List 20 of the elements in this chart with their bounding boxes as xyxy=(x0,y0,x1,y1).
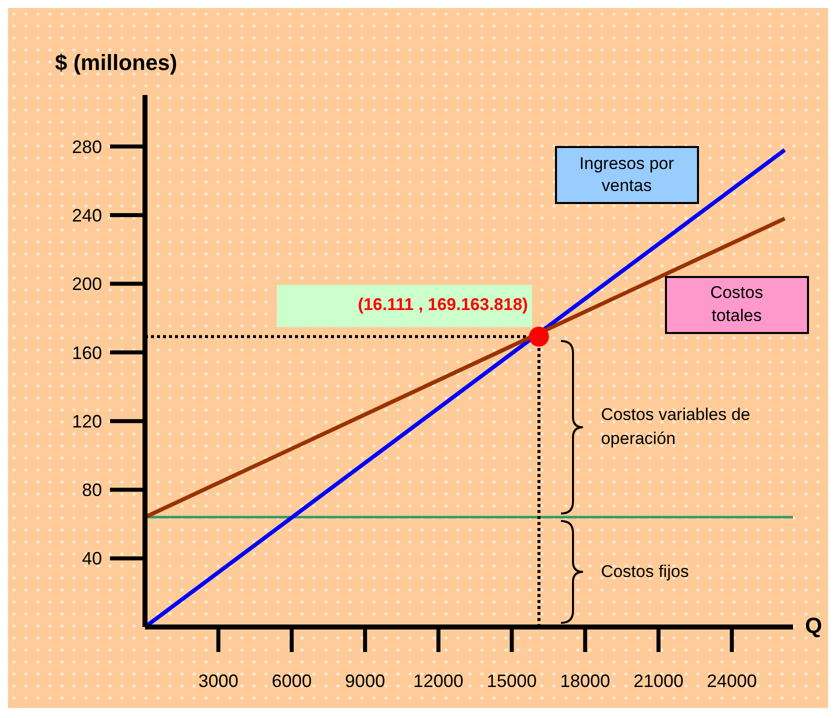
x-tick-label: 18000 xyxy=(560,670,610,691)
y-tick-label: 240 xyxy=(72,206,102,226)
x-tick-label: 24000 xyxy=(706,670,757,691)
x-tick-label: 6000 xyxy=(272,670,312,691)
x-tick-label: 21000 xyxy=(633,670,684,691)
y-tick-label: 280 xyxy=(72,136,102,157)
x-tick-label: 9000 xyxy=(345,670,386,691)
y-axis-title: $ (millones) xyxy=(55,50,178,76)
x-tick-label: 3000 xyxy=(198,670,238,691)
annotation: (16.111 , 169.163.818) xyxy=(358,294,528,315)
x-tick-label: 12000 xyxy=(413,670,464,691)
y-tick-label: 40 xyxy=(82,548,102,569)
y-tick-label: 120 xyxy=(72,411,102,432)
y-tick-label: 80 xyxy=(82,480,102,500)
x-tick-label: 15000 xyxy=(486,670,537,691)
y-tick-label: 160 xyxy=(72,342,102,363)
annotation: Costos variables de operación xyxy=(600,404,752,450)
x-axis-title: Q xyxy=(805,613,822,639)
y-tick-label: 200 xyxy=(72,274,102,294)
annotation: Costos fijos xyxy=(600,561,690,584)
